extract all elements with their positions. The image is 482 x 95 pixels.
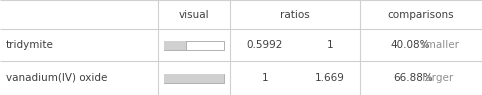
- Text: ratios: ratios: [280, 10, 310, 19]
- Text: 1.669: 1.669: [315, 73, 345, 83]
- Text: comparisons: comparisons: [388, 10, 455, 19]
- Text: 66.88%: 66.88%: [393, 73, 433, 83]
- Bar: [164, 40, 186, 49]
- Text: 40.08%: 40.08%: [391, 40, 430, 50]
- Text: 1: 1: [327, 40, 334, 50]
- Text: larger: larger: [419, 73, 453, 83]
- Bar: [164, 74, 224, 82]
- Text: visual: visual: [179, 10, 209, 19]
- Text: 0.5992: 0.5992: [247, 40, 283, 50]
- Text: 1: 1: [262, 73, 268, 83]
- Bar: [164, 40, 224, 49]
- Text: smaller: smaller: [417, 40, 459, 50]
- Text: tridymite: tridymite: [6, 40, 54, 50]
- Bar: [164, 74, 224, 82]
- Text: vanadium(IV) oxide: vanadium(IV) oxide: [6, 73, 107, 83]
